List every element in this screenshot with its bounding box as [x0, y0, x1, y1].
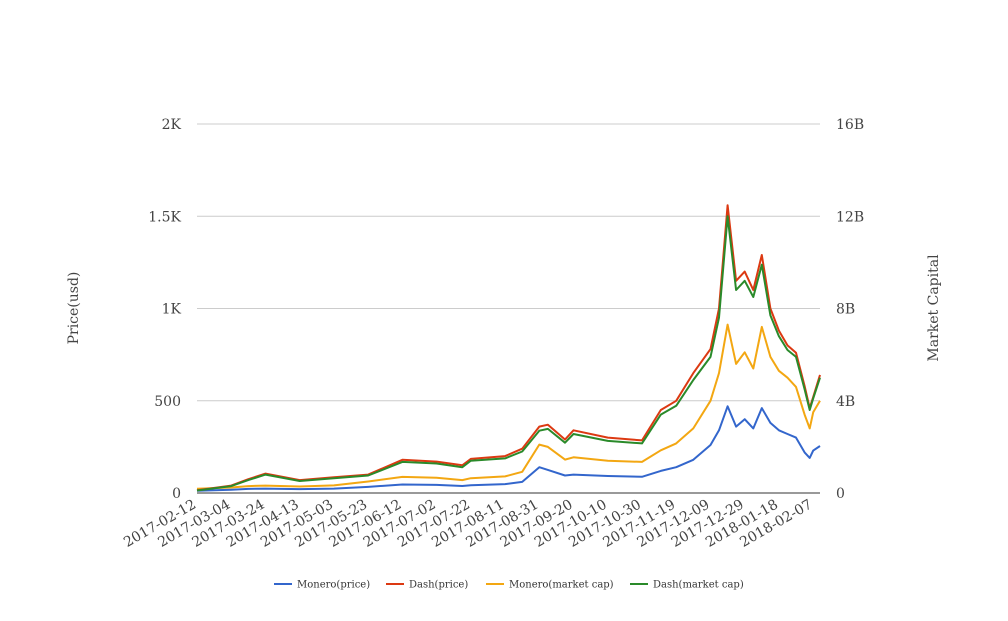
left-tick-label: 2K	[162, 117, 182, 133]
left-axis-ticks: 0 500 1K 1.5K 2K	[148, 117, 181, 502]
right-tick-label: 8B	[836, 302, 855, 318]
gridlines	[197, 123, 820, 402]
right-tick-label: 0	[836, 486, 845, 502]
series-line-monero-market-cap	[196, 323, 821, 490]
legend-label: Dash(market cap)	[653, 580, 744, 591]
legend-label: Monero(market cap)	[509, 580, 614, 591]
legend-label: Monero(price)	[297, 580, 370, 591]
left-tick-label: 1.5K	[148, 209, 181, 225]
series-line-monero-price	[196, 405, 821, 492]
right-axis-ticks: 0 4B 8B 12B 16B	[836, 117, 864, 502]
left-axis-title: Price(usd)	[66, 272, 82, 345]
left-tick-label: 0	[172, 486, 181, 502]
left-tick-label: 1K	[162, 302, 182, 318]
legend: Monero(price) Dash(price) Monero(market ca…	[274, 580, 744, 591]
right-tick-label: 16B	[836, 117, 864, 133]
series-line-dash-market-cap	[196, 215, 821, 492]
right-axis-title: Market Capital	[926, 254, 942, 362]
legend-label: Dash(price)	[409, 580, 468, 591]
left-tick-label: 500	[154, 394, 181, 410]
right-tick-label: 12B	[836, 209, 864, 225]
series-line-dash-price	[196, 204, 821, 492]
x-axis-ticks: 2017-02-122017-03-042017-03-242017-04-13…	[121, 497, 815, 551]
series-lines	[196, 204, 821, 492]
right-tick-label: 4B	[836, 394, 855, 410]
